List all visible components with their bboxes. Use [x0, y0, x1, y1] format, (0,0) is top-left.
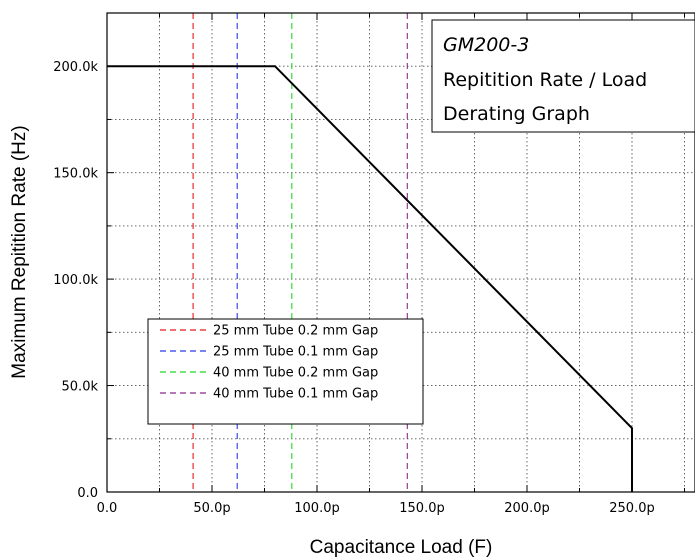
y-tick-label: 200.0k — [53, 60, 98, 75]
y-axis-title: Maximum Repitition Rate (Hz) — [9, 125, 30, 378]
y-tick-labels: 0.0 50.0k 100.0k 150.0k 200.0k — [53, 60, 98, 501]
axis-ticks — [106, 12, 685, 493]
annotation-line-3: Derating Graph — [443, 103, 590, 125]
legend: 25 mm Tube 0.2 mm Gap 25 mm Tube 0.1 mm G… — [147, 318, 424, 425]
x-tick-label: 150.0p — [399, 501, 444, 516]
y-tick-label: 50.0k — [62, 380, 99, 395]
x-tick-label: 250.0p — [609, 501, 654, 516]
legend-label: 40 mm Tube 0.1 mm Gap — [213, 387, 378, 402]
x-tick-label: 200.0p — [504, 501, 549, 516]
legend-label: 25 mm Tube 0.2 mm Gap — [213, 324, 378, 339]
x-tick-label: 0.0 — [97, 501, 118, 516]
derating-curve — [107, 65, 633, 492]
derating-curve-layer — [107, 65, 633, 492]
legend-items: 25 mm Tube 0.2 mm Gap 25 mm Tube 0.1 mm G… — [160, 324, 378, 402]
annotation-line-2: Repitition Rate / Load — [443, 69, 647, 91]
legend-label: 25 mm Tube 0.1 mm Gap — [213, 345, 378, 360]
plot-frame — [106, 12, 695, 493]
annotation-model: GM200-3 — [443, 34, 529, 56]
x-axis-title: Capacitance Load (F) — [310, 537, 493, 558]
y-tick-label: 100.0k — [53, 273, 98, 288]
x-tick-labels: 0.0 50.0p 100.0p 150.0p 200.0p 250.0p — [97, 501, 655, 516]
annotation-box — [431, 19, 695, 133]
y-tick-label: 150.0k — [53, 167, 98, 182]
x-tick-label: 100.0p — [294, 501, 339, 516]
legend-label: 40 mm Tube 0.2 mm Gap — [213, 366, 378, 381]
chart-annotation: GM200-3 Repitition Rate / Load Derating … — [431, 19, 695, 133]
x-tick-label: 50.0p — [193, 501, 230, 516]
y-tick-label: 0.0 — [77, 486, 98, 501]
